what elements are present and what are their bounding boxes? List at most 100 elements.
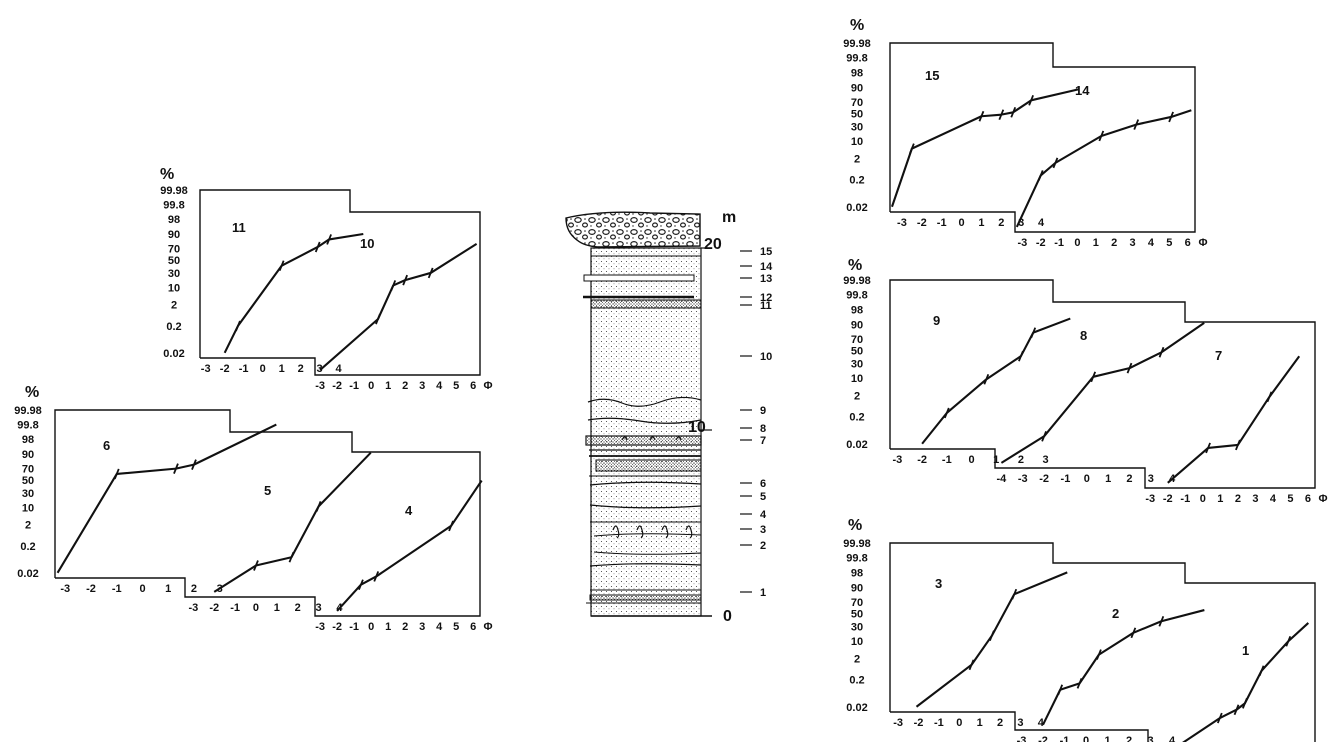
x-tick-label: -2 — [914, 717, 924, 729]
y-tick-label: 70 — [168, 244, 180, 256]
curve-break-tick — [943, 407, 950, 419]
y-tick-label: 50 — [851, 109, 863, 121]
x-tick-label: 4 — [1270, 493, 1277, 505]
x-tick-label: -3 — [201, 363, 211, 375]
sample-number-label: 7 — [1215, 348, 1222, 363]
curve-break-tick — [983, 373, 990, 385]
curve-break-tick — [1233, 704, 1240, 716]
x-tick-label: -3 — [315, 380, 325, 392]
y-tick-label: 99.8 — [846, 553, 867, 565]
x-tick-label: -2 — [332, 621, 342, 633]
sample-number-label: 2 — [1112, 606, 1119, 621]
y-tick-label: 10 — [851, 136, 863, 148]
y-tick-label: 0.02 — [846, 439, 867, 451]
curve-break-tick — [390, 280, 397, 291]
column-sample-label: 15 — [760, 246, 772, 258]
y-tick-label: 50 — [22, 475, 34, 487]
x-tick-label: -2 — [917, 217, 927, 229]
y-tick-label: 10 — [22, 503, 34, 515]
x-tick-label: -1 — [349, 621, 359, 633]
x-tick-label: 1 — [274, 602, 280, 614]
curve-break-tick — [1018, 350, 1024, 362]
y-tick-label: 2 — [854, 153, 860, 165]
sample-number-label: 4 — [405, 503, 413, 518]
curve-break-tick — [326, 234, 332, 245]
curve-break-tick — [315, 501, 322, 512]
curve-break-tick — [278, 260, 285, 272]
x-tick-label: -3 — [60, 583, 70, 595]
column-scale-label: 10 — [688, 419, 706, 436]
x-tick-label: 4 — [1038, 717, 1045, 729]
column-sample-label: 8 — [760, 423, 766, 435]
y-tick-label: 99.8 — [846, 290, 867, 302]
column-scale-label: 20 — [704, 236, 722, 253]
y-tick-label: 70 — [851, 597, 863, 609]
x-tick-label: -2 — [86, 583, 96, 595]
curve-break-tick — [1010, 106, 1017, 118]
y-tick-label: 0.02 — [846, 702, 867, 714]
column-burrows — [612, 436, 693, 539]
curve-break-tick — [1041, 430, 1047, 442]
x-tick-label: -2 — [1163, 493, 1173, 505]
curve-break-tick — [373, 571, 380, 582]
curve-break-tick — [1216, 712, 1223, 724]
y-axis-percent-label: % — [25, 384, 39, 401]
x-tick-label: 2 — [998, 217, 1004, 229]
curve-break-tick — [314, 241, 321, 253]
y-tick-label: 98 — [851, 567, 863, 579]
y-tick-label: 30 — [168, 268, 180, 280]
sample-number-label: 9 — [933, 313, 940, 328]
curve-break-tick — [1037, 170, 1044, 181]
column-scale — [700, 247, 712, 431]
curve-break-tick — [968, 659, 975, 671]
y-tick-label: 0.2 — [849, 175, 864, 187]
x-tick-label: 0 — [1074, 237, 1080, 249]
x-tick-label: 3 — [1148, 735, 1154, 742]
curve-break-tick — [1090, 371, 1097, 383]
x-tick-label: 2 — [298, 363, 304, 375]
curve-break-tick — [1242, 698, 1248, 709]
column-sample-label: 10 — [760, 351, 772, 363]
x-tick-label: 0 — [1083, 735, 1089, 742]
sample-number-label: 11 — [232, 220, 246, 235]
x-tick-label: -3 — [315, 621, 325, 633]
x-tick-label: 4 — [1169, 735, 1176, 742]
y-tick-label: 90 — [22, 449, 34, 461]
y-tick-label: 10 — [851, 373, 863, 385]
x-tick-label: 6 — [1185, 237, 1191, 249]
x-tick-label: -1 — [1054, 237, 1064, 249]
x-tick-label: 2 — [1235, 493, 1241, 505]
x-tick-label: 0 — [368, 621, 374, 633]
sample-number-label: 10 — [360, 236, 374, 251]
curve-break-tick — [1028, 94, 1034, 106]
curve-break-tick — [113, 468, 120, 480]
column-unit-label: m — [722, 209, 736, 226]
curve-break-tick — [1158, 346, 1165, 358]
y-tick-label: 98 — [851, 304, 863, 316]
x-tick-label: 1 — [1105, 473, 1111, 485]
y-tick-label: 50 — [851, 609, 863, 621]
cumulative-curve — [915, 571, 1068, 708]
column-sample-label: 5 — [760, 491, 766, 503]
curve-break-tick — [1057, 684, 1064, 696]
y-tick-label: 99.8 — [846, 53, 867, 65]
cumulative-curve — [1015, 109, 1192, 228]
stepped-axis-frame — [889, 279, 1316, 489]
y-tick-label: 0.2 — [20, 541, 35, 553]
y-tick-label: 98 — [22, 434, 34, 446]
curve-break-tick — [253, 560, 259, 571]
y-tick-label: 90 — [851, 82, 863, 94]
x-tick-label: 0 — [968, 454, 974, 466]
y-tick-label: 99.98 — [14, 405, 42, 417]
x-tick-label: 2 — [191, 583, 197, 595]
column-beds — [583, 255, 712, 617]
x-tick-label: 0 — [958, 217, 964, 229]
curve-break-tick — [375, 313, 381, 325]
x-tick-label: 3 — [1017, 717, 1023, 729]
cumulative-curve — [336, 479, 483, 612]
x-tick-label: -1 — [1180, 493, 1190, 505]
x-tick-label: 6 — [470, 621, 476, 633]
curve-break-tick — [235, 320, 241, 332]
